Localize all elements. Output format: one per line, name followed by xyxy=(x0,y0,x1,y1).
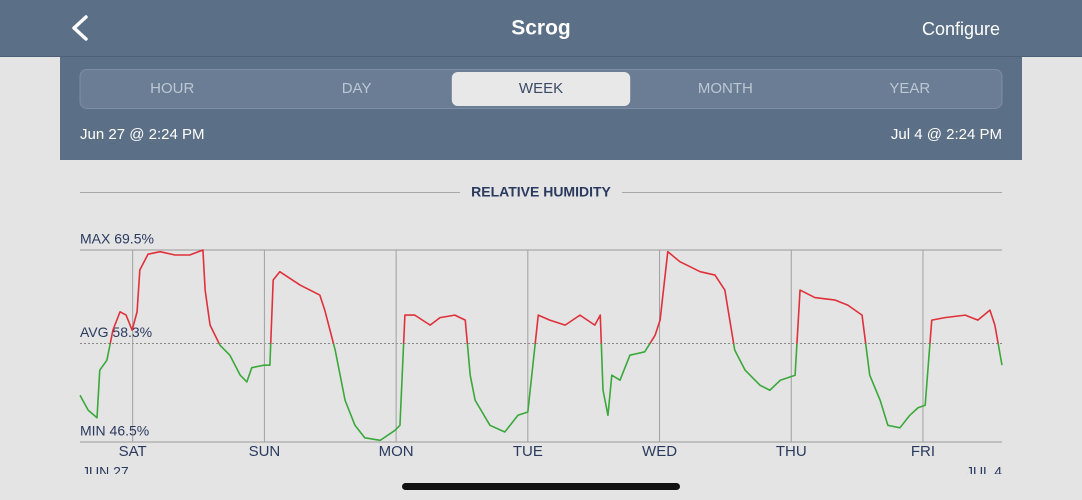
x-tick-label: TUE xyxy=(513,443,543,460)
x-tick-label: SUN xyxy=(249,443,281,460)
chart-title: RELATIVE HUMIDITY xyxy=(471,184,611,200)
min-label: MIN 46.5% xyxy=(80,423,149,439)
humidity-line xyxy=(79,249,1003,442)
configure-button[interactable]: Configure xyxy=(922,19,1000,39)
screen-title: Scrog xyxy=(511,17,571,40)
tab[interactable]: MONTH xyxy=(698,80,753,97)
x-tick-label: FRI xyxy=(911,443,935,460)
selected-tab xyxy=(451,72,631,106)
max-label: MAX 69.5% xyxy=(80,231,154,247)
x-tick-label: MON xyxy=(379,443,414,460)
range-end: Jul 4 @ 2:24 PM xyxy=(891,126,1002,143)
tab[interactable]: YEAR xyxy=(889,80,930,97)
avg-label: AVG 58.3% xyxy=(80,324,152,340)
nav-bar xyxy=(0,0,1082,56)
back-button[interactable] xyxy=(72,15,88,41)
x-tick-label: SAT xyxy=(119,443,147,460)
x-tick-label: WED xyxy=(642,443,677,460)
tab[interactable]: DAY xyxy=(342,80,372,97)
x-tick-label: THU xyxy=(776,443,807,460)
tab[interactable]: WEEK xyxy=(519,80,563,97)
range-start: Jun 27 @ 2:24 PM xyxy=(80,126,204,143)
tab[interactable]: HOUR xyxy=(150,80,194,97)
home-indicator xyxy=(402,483,680,490)
